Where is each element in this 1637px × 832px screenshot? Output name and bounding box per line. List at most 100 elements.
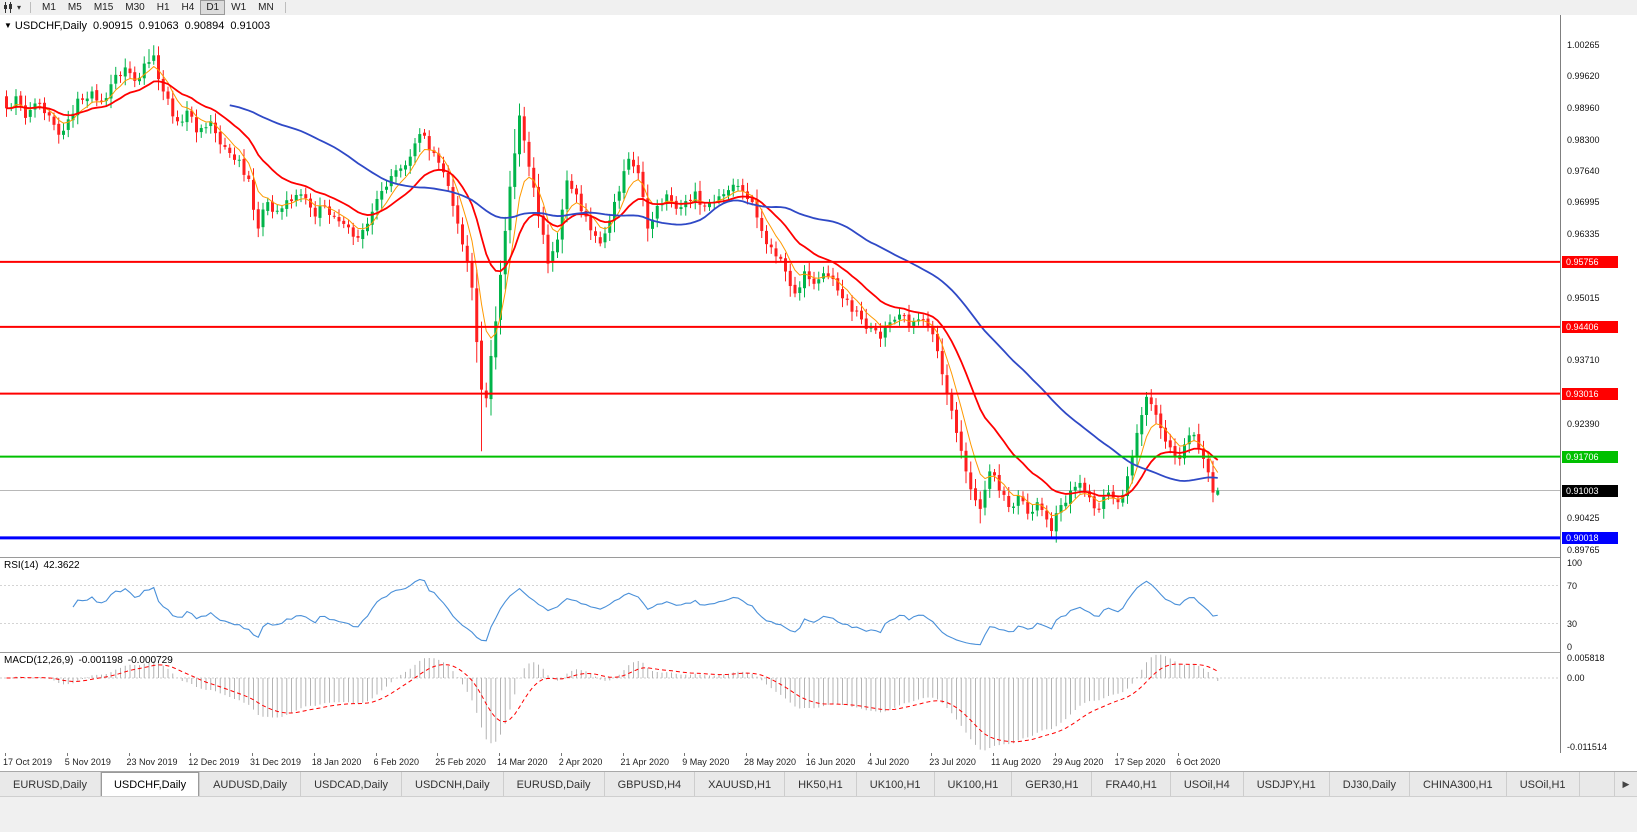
chart-header-expander-icon[interactable]: ▼ [4, 21, 12, 30]
date-axis-tick [869, 753, 871, 756]
timeframe-button-m5[interactable]: M5 [67, 2, 82, 13]
chart-tab-bar: EURUSD,Daily USDCHF,Daily AUDUSD,Daily USDC… [0, 771, 1637, 797]
toolbar: ▾ M1 M5 M15 M30 H1 H4 D1 W1 MN [0, 0, 1637, 16]
tab-usdjpy-h1[interactable]: USDJPY,H1 [1243, 772, 1330, 797]
timeframe-button-h1[interactable]: H1 [156, 2, 170, 13]
tab-xauusd-h1[interactable]: XAUUSD,H1 [695, 772, 786, 797]
rsi-canvas[interactable] [0, 557, 1560, 652]
macd-signal-value: -0.000729 [127, 655, 173, 666]
timeframe-button-m30[interactable]: M30 [125, 2, 145, 13]
date-axis-tick [313, 753, 315, 756]
date-axis-label: 17 Oct 2019 [3, 757, 53, 767]
price-axis-label: 0.99620 [1567, 71, 1600, 82]
price-level-tag: 0.90018 [1562, 531, 1618, 544]
date-axis-label: 2 Apr 2020 [558, 757, 603, 767]
macd-axis-label: -0.011514 [1567, 742, 1607, 752]
rsi-value: 42.3622 [43, 560, 80, 571]
date-axis-tick [1116, 753, 1118, 756]
toolbar-separator [284, 2, 286, 13]
date-axis-tick [499, 753, 500, 756]
tab-gbpusd-h4[interactable]: GBPUSD,H4 [604, 772, 696, 797]
tab-uk100-h1[interactable]: UK100,H1 [934, 772, 1013, 797]
chart-type-icon[interactable] [0, 0, 17, 15]
main-chart-canvas[interactable] [0, 15, 1560, 557]
date-axis-tick [931, 753, 933, 756]
tab-usoil-h4[interactable]: USOil,H4 [1170, 772, 1244, 797]
date-axis-label: 17 Sep 2020 [1114, 757, 1166, 767]
date-axis-label: 6 Oct 2020 [1176, 757, 1221, 767]
tab-eurusd-daily[interactable]: EURUSD,Daily [503, 772, 605, 797]
date-axis-tick [560, 753, 562, 756]
timeframe-button-h4[interactable]: H4 [181, 2, 195, 13]
date-axis-label: 21 Apr 2020 [620, 757, 670, 767]
tab-dj30-daily[interactable]: DJ30,Daily [1329, 772, 1410, 797]
tab-usdcnh-daily[interactable]: USDCNH,Daily [402, 772, 504, 797]
date-axis[interactable]: 17 Oct 2019 5 Nov 2019 23 Nov 2019 12 Dec 2… [0, 753, 1637, 771]
rsi-indicator-label: RSI(14) 42.3622 [4, 560, 80, 571]
date-axis-label: 29 Aug 2020 [1052, 757, 1104, 767]
current-price-tag: 0.91003 [1562, 484, 1618, 497]
macd-main-value: -0.001198 [78, 655, 123, 666]
chart-window: ▼ USDCHF,Daily 0.90915 0.91063 0.90894 0.9100… [0, 15, 1637, 771]
macd-canvas[interactable] [0, 652, 1560, 753]
date-axis-tick [993, 753, 994, 756]
tab-usoil-h1[interactable]: USOil,H1 [1506, 772, 1580, 797]
tab-ger30-h1[interactable]: GER30,H1 [1012, 772, 1093, 797]
rsi-axis-label: 30 [1567, 618, 1578, 629]
tab-uk100-h1[interactable]: UK100,H1 [856, 772, 935, 797]
bar-close-value: 0.91003 [230, 20, 271, 32]
date-axis-label: 11 Aug 2020 [991, 757, 1041, 767]
timeframe-button-d1[interactable]: D1 [200, 0, 226, 15]
date-axis-tick [622, 753, 624, 756]
date-axis-label: 16 Jun 2020 [805, 757, 856, 767]
timeframe-button-mn[interactable]: MN [258, 2, 274, 13]
bar-open-value: 0.90915 [93, 20, 133, 32]
tab-usdchf-daily[interactable]: USDCHF,Daily [100, 772, 201, 797]
price-axis-label: 0.92390 [1567, 418, 1600, 429]
tab-china300-h1[interactable]: CHINA300,H1 [1409, 772, 1507, 797]
timeframe-button-m1[interactable]: M1 [42, 2, 56, 13]
toolbar-separator [30, 2, 32, 13]
timeframe-button-w1[interactable]: W1 [231, 2, 247, 13]
date-axis-tick [5, 753, 6, 756]
price-axis-label: 0.96995 [1567, 197, 1600, 208]
chart-type-dropdown-icon[interactable]: ▾ [17, 3, 22, 12]
panel-separator [0, 557, 1637, 558]
date-axis-tick [807, 753, 809, 756]
bar-high-value: 0.91063 [138, 20, 179, 32]
price-axis-label: 0.89765 [1567, 545, 1600, 555]
status-bar [0, 796, 1637, 832]
price-axis-label: 0.98960 [1567, 102, 1600, 113]
date-axis-tick [684, 753, 686, 756]
date-axis-tick [128, 753, 130, 756]
tab-scroll-right-button[interactable]: ▶ [1614, 772, 1637, 797]
tab-eurusd-daily[interactable]: EURUSD,Daily [0, 772, 101, 797]
tab-fra40-h1[interactable]: FRA40,H1 [1092, 772, 1171, 797]
price-axis-label: 1.00265 [1567, 40, 1600, 51]
rsi-axis-label: 100 [1567, 558, 1583, 568]
date-axis-label: 23 Jul 2020 [929, 757, 976, 767]
tab-usdcad-daily[interactable]: USDCAD,Daily [301, 772, 403, 797]
tab-hk50-h1[interactable]: HK50,H1 [785, 772, 857, 797]
date-axis-label: 12 Dec 2019 [188, 757, 240, 767]
macd-axis-label: 0.005818 [1567, 653, 1605, 663]
date-axis-tick [190, 753, 192, 756]
date-axis-tick [1054, 753, 1056, 756]
macd-name: MACD(12,26,9) [4, 655, 74, 666]
timeframe-button-m15[interactable]: M15 [93, 2, 114, 13]
rsi-name: RSI(14) [4, 560, 39, 571]
date-axis-tick [375, 753, 377, 756]
macd-axis-label: 0.00 [1567, 673, 1585, 683]
rsi-axis-label: 0 [1567, 642, 1573, 652]
price-level-tag: 0.95756 [1562, 255, 1618, 268]
price-axis[interactable]: 1.00265 0.99620 0.98960 0.98300 0.97640 0.969… [1560, 15, 1637, 753]
date-axis-label: 18 Jan 2020 [311, 757, 362, 767]
date-axis-tick [437, 753, 439, 756]
date-axis-label: 9 May 2020 [682, 757, 730, 767]
date-axis-label: 23 Nov 2019 [126, 757, 178, 767]
tab-audusd-daily[interactable]: AUDUSD,Daily [200, 772, 302, 797]
chart-symbol-period: USDCHF,Daily [14, 20, 88, 32]
candlestick-chart-icon [4, 2, 12, 13]
date-axis-label: 5 Nov 2019 [64, 757, 111, 767]
